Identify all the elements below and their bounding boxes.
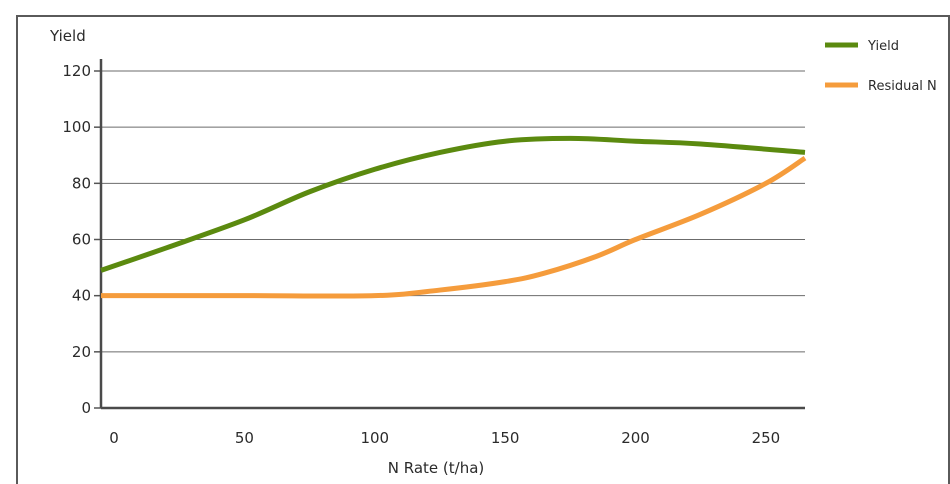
tick-labels: 0 20 40 60 80 100 120 0 50 100 150 200 250 [62, 62, 780, 447]
y-tick-label: 120 [62, 62, 91, 80]
series [100, 135, 807, 299]
legend-label: Residual N [868, 79, 937, 94]
y-tick-label: 80 [72, 174, 91, 192]
y-tick-label: 60 [72, 231, 91, 249]
grid [101, 70, 805, 353]
y-tick-label: 40 [72, 287, 91, 305]
axes [94, 59, 805, 410]
x-tick-label: 100 [360, 429, 389, 447]
x-axis-title: N Rate (t/ha) [388, 459, 485, 477]
y-tick-label: 0 [81, 399, 91, 417]
x-tick-label: 150 [491, 429, 520, 447]
x-tick-label: 0 [109, 429, 119, 447]
legend-label: Yield [867, 39, 899, 54]
y-axis-title: Yield [49, 27, 86, 45]
y-tick-label: 100 [62, 118, 91, 136]
series-line-yield [100, 135, 806, 273]
x-tick-label: 250 [752, 429, 781, 447]
x-tick-label: 50 [235, 429, 254, 447]
series-line-residual-n [101, 155, 807, 299]
x-tick-label: 200 [621, 429, 650, 447]
chart-frame [16, 15, 950, 484]
legend: Yield Residual N [825, 39, 937, 94]
y-tick-label: 20 [72, 343, 91, 361]
